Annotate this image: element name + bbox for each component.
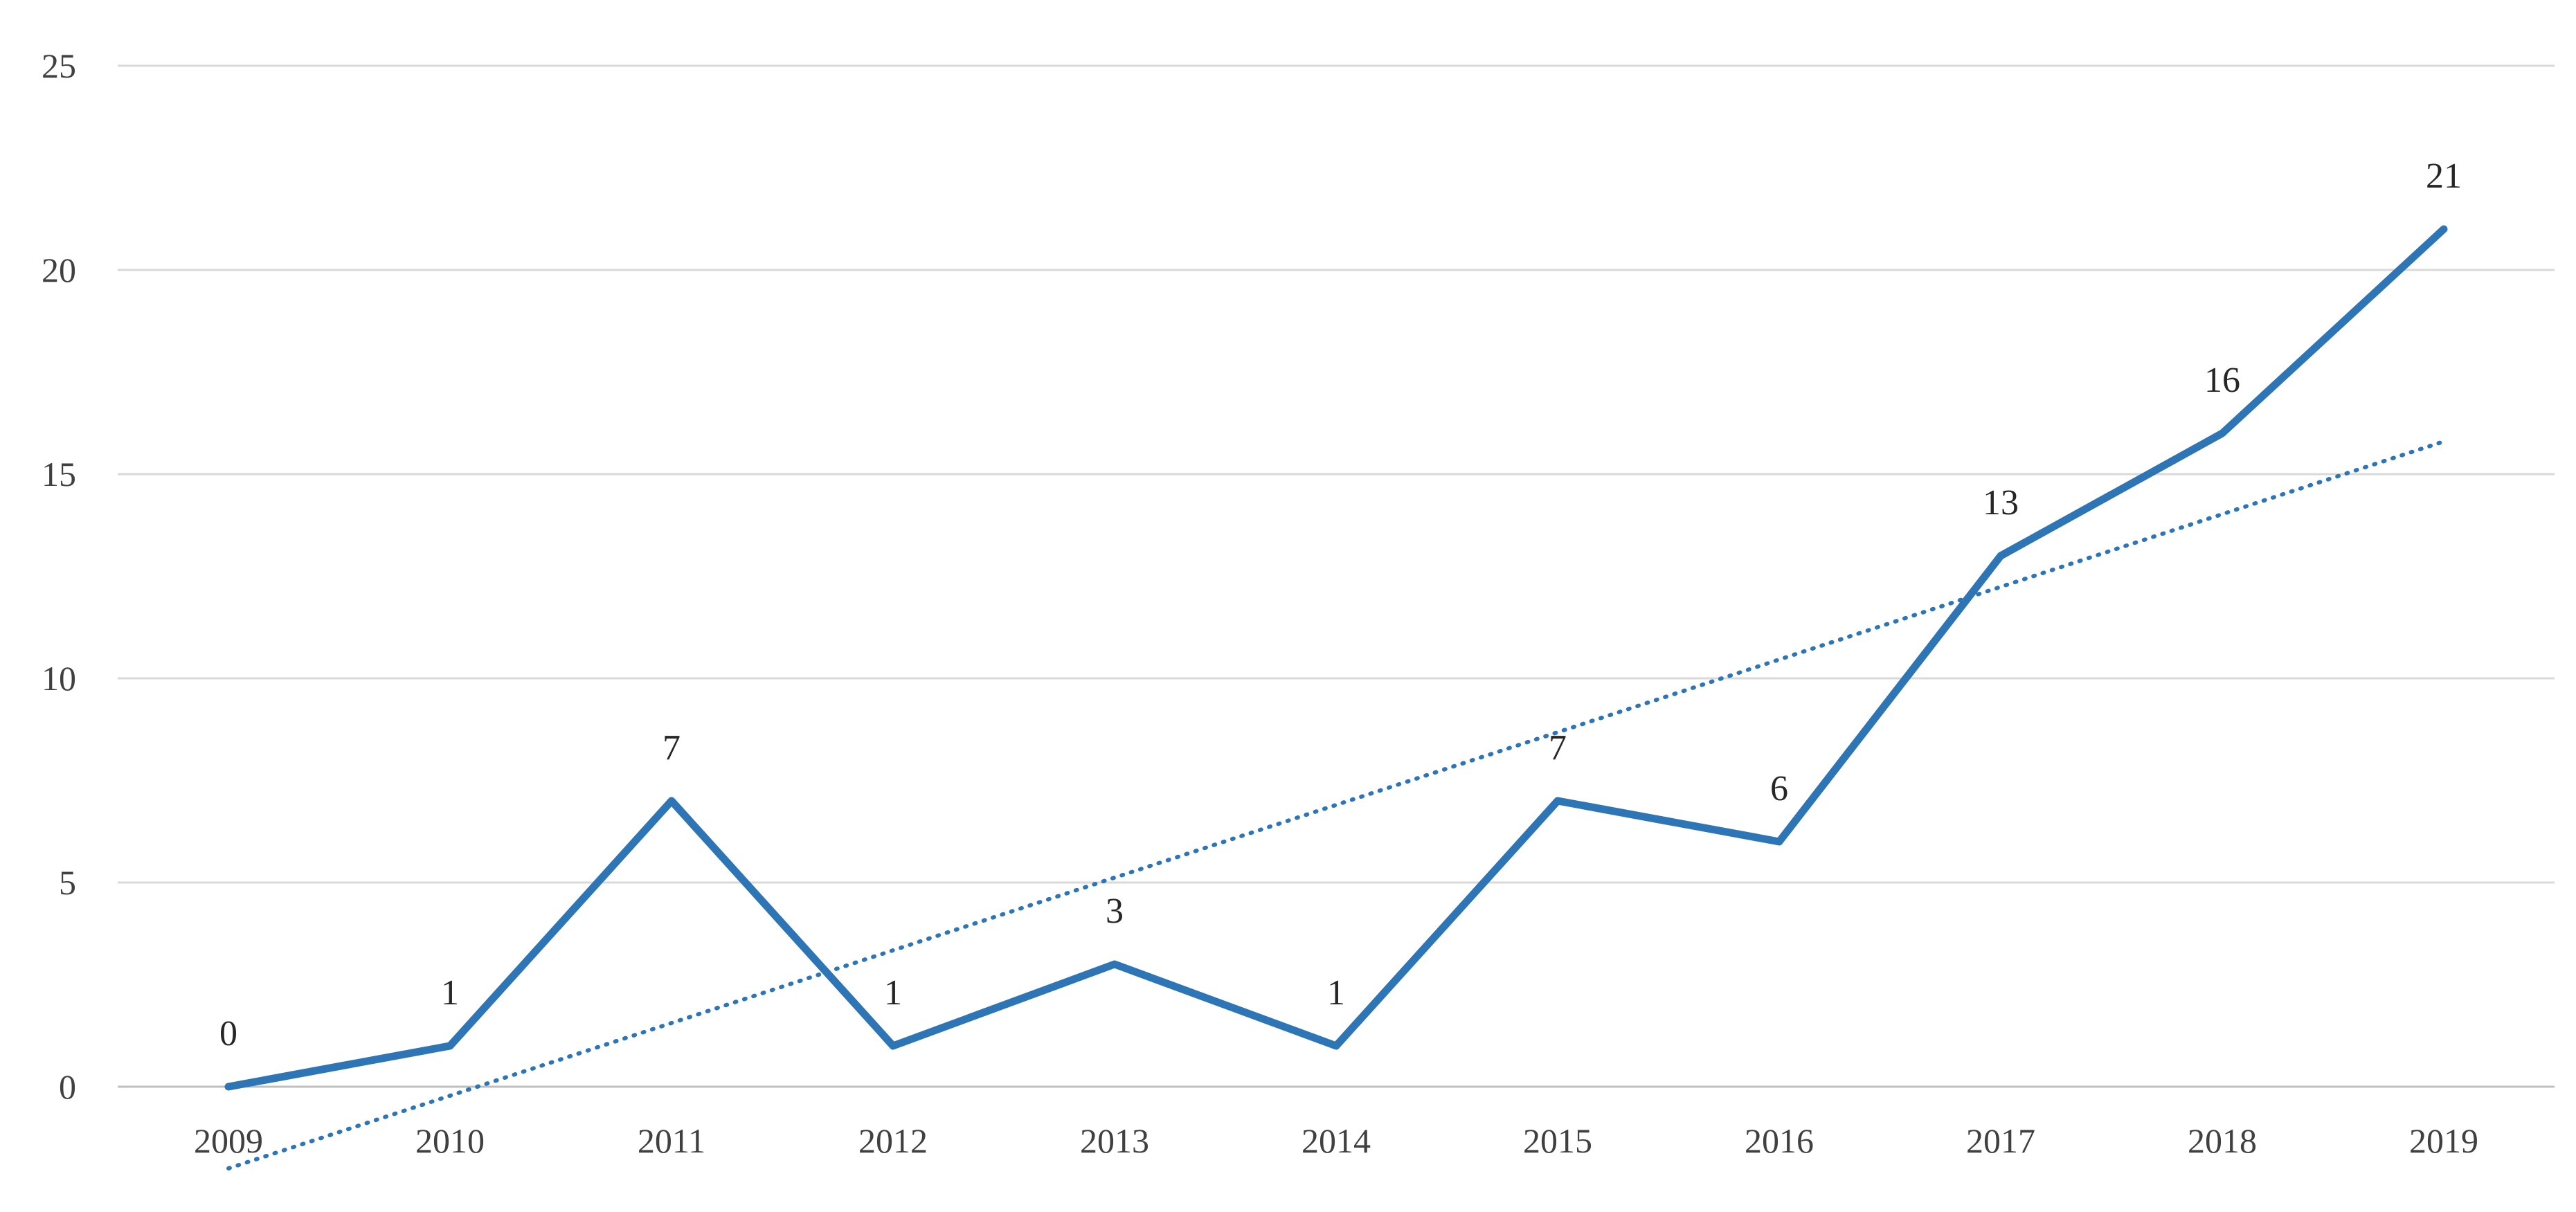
data-point <box>1554 797 1561 804</box>
trendline <box>226 439 2446 1170</box>
y-axis-tick-labels: 0 5 10 15 20 25 <box>42 46 76 1106</box>
data-label: 0 <box>219 1014 237 1053</box>
x-tick-label: 2009 <box>194 1121 263 1160</box>
data-point <box>1333 1042 1340 1049</box>
data-point <box>890 1042 897 1049</box>
data-point <box>1997 552 2004 559</box>
x-tick-label: 2010 <box>415 1121 485 1160</box>
data-label: 6 <box>1770 769 1788 808</box>
data-label: 13 <box>1983 483 2019 523</box>
data-label: 7 <box>1549 728 1567 768</box>
x-tick-label: 2011 <box>638 1121 705 1160</box>
data-point <box>447 1042 453 1049</box>
x-tick-label: 2018 <box>2188 1121 2257 1160</box>
data-label: 7 <box>663 728 681 768</box>
data-point <box>225 1083 232 1090</box>
x-tick-label: 2016 <box>1745 1121 1814 1160</box>
y-tick-label: 5 <box>59 863 76 902</box>
x-tick-label: 2012 <box>858 1121 928 1160</box>
data-point <box>2440 226 2447 233</box>
y-tick-label: 0 <box>59 1067 76 1106</box>
data-label: 1 <box>884 973 902 1013</box>
data-point <box>1111 961 1118 968</box>
x-axis-tick-labels: 2009 2010 2011 2012 2013 2014 2015 2016 2017 2018… <box>194 1121 2478 1160</box>
y-tick-label: 25 <box>42 46 76 85</box>
data-point <box>1776 838 1783 845</box>
data-label: 1 <box>1327 973 1345 1013</box>
data-label: 3 <box>1106 892 1124 931</box>
trendline-group <box>226 439 2446 1170</box>
y-tick-label: 20 <box>42 251 76 289</box>
series-line <box>224 225 2448 1091</box>
x-tick-label: 2019 <box>2409 1121 2478 1160</box>
data-label: 1 <box>441 973 459 1013</box>
x-tick-label: 2015 <box>1523 1121 1592 1160</box>
y-tick-label: 15 <box>42 455 76 494</box>
x-tick-label: 2014 <box>1301 1121 1371 1160</box>
data-label: 21 <box>2426 156 2462 196</box>
series-group <box>224 225 2448 1091</box>
y-tick-label: 10 <box>42 659 76 698</box>
data-point <box>668 797 675 804</box>
data-point <box>2219 430 2226 437</box>
x-tick-label: 2017 <box>1966 1121 2035 1160</box>
x-tick-label: 2013 <box>1080 1121 1149 1160</box>
gridlines <box>118 64 2555 1088</box>
data-label: 16 <box>2204 361 2240 400</box>
